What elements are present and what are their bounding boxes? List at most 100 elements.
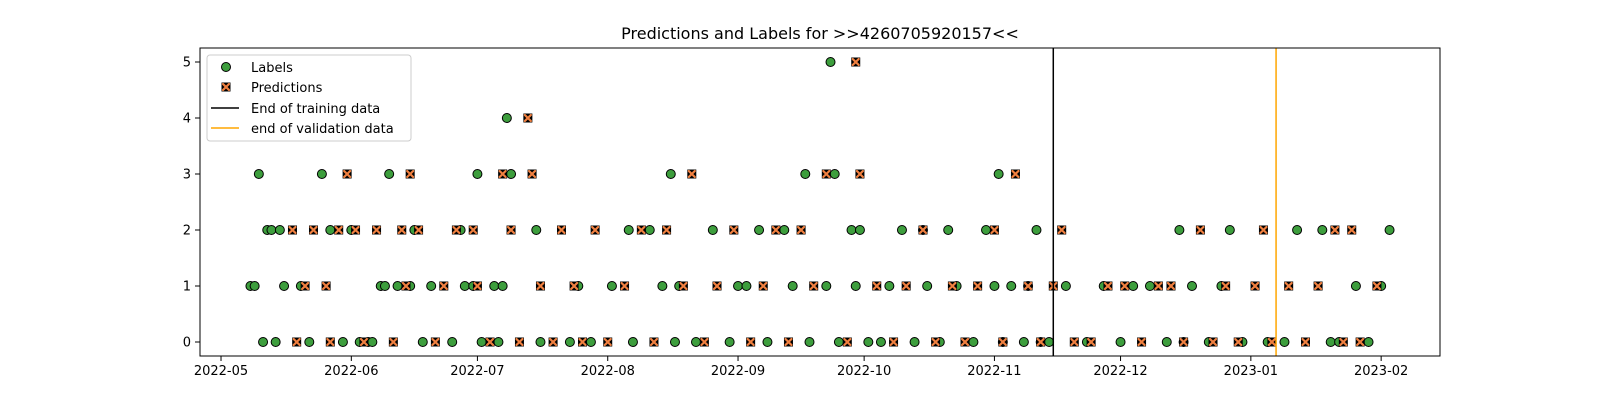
label-point bbox=[1161, 337, 1172, 347]
prediction-point bbox=[292, 337, 302, 347]
legend-labels-marker bbox=[221, 62, 231, 72]
label-point bbox=[1224, 225, 1235, 235]
prediction-point bbox=[535, 281, 545, 291]
label-point bbox=[1279, 337, 1290, 347]
label-point bbox=[875, 337, 886, 347]
prediction-point bbox=[342, 169, 352, 179]
x-tick-label: 2022-11 bbox=[967, 364, 1021, 379]
label-point bbox=[501, 113, 512, 123]
label-point bbox=[707, 225, 718, 235]
prediction-point bbox=[359, 337, 369, 347]
prediction-point bbox=[687, 169, 697, 179]
prediction-point bbox=[1153, 281, 1163, 291]
prediction-point bbox=[472, 281, 482, 291]
label-point bbox=[506, 169, 517, 179]
label-point bbox=[981, 225, 992, 235]
label-point bbox=[850, 281, 861, 291]
y-tick-label: 3 bbox=[183, 168, 191, 183]
label-point bbox=[476, 337, 487, 347]
x-tick-label: 2022-10 bbox=[837, 364, 891, 379]
prediction-point bbox=[506, 225, 516, 235]
label-point bbox=[833, 337, 844, 347]
prediction-point bbox=[729, 225, 739, 235]
prediction-point bbox=[401, 281, 411, 291]
prediction-point bbox=[514, 337, 524, 347]
prediction-point bbox=[771, 225, 781, 235]
prediction-point bbox=[1086, 337, 1096, 347]
prediction-point bbox=[1372, 281, 1382, 291]
label-point bbox=[741, 281, 752, 291]
label-point bbox=[993, 169, 1004, 179]
prediction-point bbox=[699, 337, 709, 347]
prediction-point bbox=[620, 281, 630, 291]
prediction-point bbox=[872, 281, 882, 291]
label-point bbox=[253, 169, 264, 179]
prediction-point bbox=[1355, 337, 1365, 347]
prediction-point bbox=[1267, 337, 1277, 347]
prediction-point bbox=[662, 225, 672, 235]
label-point bbox=[1031, 225, 1042, 235]
prediction-point bbox=[485, 337, 495, 347]
prediction-point bbox=[1137, 337, 1147, 347]
prediction-point bbox=[590, 225, 600, 235]
label-point bbox=[863, 337, 874, 347]
prediction-point bbox=[712, 281, 722, 291]
label-point bbox=[1187, 281, 1197, 291]
label-point bbox=[909, 337, 920, 347]
prediction-point bbox=[1208, 337, 1218, 347]
prediction-point bbox=[1300, 337, 1310, 347]
prediction-point bbox=[636, 225, 646, 235]
axes-layer: 2022-05 2022-06 2022-07 2022-08 2022-09 2022-… bbox=[183, 56, 1409, 380]
prediction-point bbox=[901, 281, 911, 291]
prediction-point bbox=[998, 337, 1008, 347]
prediction-point bbox=[569, 281, 579, 291]
label-point bbox=[459, 281, 470, 291]
legend-training-text: End of training data bbox=[251, 102, 380, 117]
label-point bbox=[846, 225, 857, 235]
label-point bbox=[657, 281, 668, 291]
prediction-point bbox=[287, 225, 297, 235]
prediction-point bbox=[321, 281, 331, 291]
prediction-point bbox=[578, 337, 588, 347]
label-point bbox=[754, 225, 765, 235]
label-point bbox=[1144, 281, 1155, 291]
label-point bbox=[417, 337, 428, 347]
label-point bbox=[1044, 337, 1055, 347]
label-point bbox=[392, 281, 403, 291]
label-point bbox=[825, 57, 836, 67]
y-tick-label: 2 bbox=[183, 224, 191, 239]
legend-predictions-marker bbox=[221, 82, 231, 92]
prediction-point bbox=[931, 337, 941, 347]
label-point bbox=[1384, 225, 1395, 235]
label-point bbox=[1350, 281, 1361, 291]
label-point bbox=[779, 225, 790, 235]
label-point bbox=[800, 169, 811, 179]
prediction-point bbox=[1023, 281, 1033, 291]
y-tick-label: 5 bbox=[183, 56, 191, 71]
prediction-point bbox=[1195, 225, 1205, 235]
label-point bbox=[497, 281, 508, 291]
label-point bbox=[627, 337, 638, 347]
prediction-point bbox=[334, 225, 344, 235]
prediction-point bbox=[397, 225, 407, 235]
prediction-point bbox=[821, 169, 831, 179]
label-point bbox=[989, 281, 1000, 291]
prediction-point bbox=[1284, 281, 1294, 291]
label-point bbox=[821, 281, 832, 291]
prediction-point bbox=[1233, 337, 1243, 347]
prediction-point bbox=[989, 225, 999, 235]
prediction-point bbox=[523, 113, 533, 123]
label-point bbox=[606, 281, 617, 291]
label-point bbox=[787, 281, 798, 291]
label-point bbox=[733, 281, 744, 291]
prediction-point bbox=[603, 337, 613, 347]
label-point bbox=[274, 225, 285, 235]
label-point bbox=[279, 281, 290, 291]
marks-layer bbox=[245, 57, 1395, 347]
label-point bbox=[316, 169, 327, 179]
label-point bbox=[489, 281, 500, 291]
prediction-point bbox=[1330, 225, 1340, 235]
prediction-point bbox=[548, 337, 558, 347]
prediction-point bbox=[973, 281, 983, 291]
